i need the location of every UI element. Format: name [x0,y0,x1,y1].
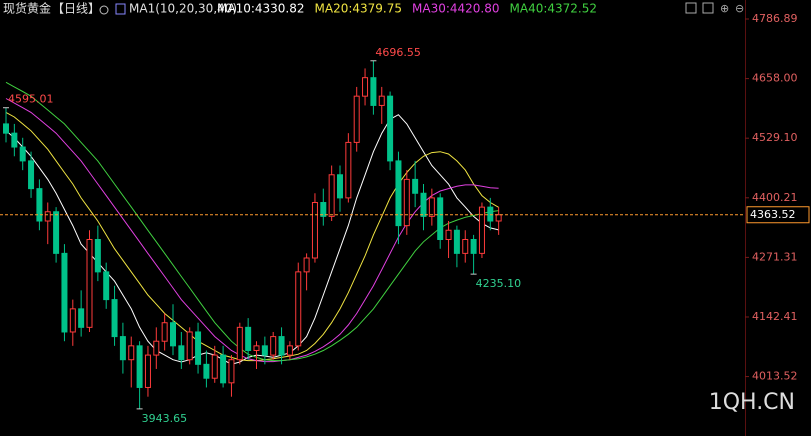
candle-body [228,359,235,384]
candle-body [345,141,352,199]
candle-body [295,271,302,347]
candle-body [462,238,469,254]
legend-entry: MA20:4379.75 [315,2,403,16]
candle-body [445,229,452,240]
instrument: 现货黄金 [3,1,51,16]
candle-body [178,345,185,361]
candle-body [478,206,485,254]
candle-body [328,174,335,217]
candle-body [69,308,76,333]
candle-body [111,299,118,338]
legend-entry: MA30:4420.80 [412,2,500,16]
candle-body [320,202,327,217]
period: 【日线】 [52,2,100,16]
watermark: 1QH.CN [709,390,795,415]
y-tick-label: 4142.41 [752,310,798,323]
annotation: 4696.55 [375,46,421,59]
candle-body [128,345,135,361]
icon[interactable]: ⊖ [735,2,744,15]
candle-body [387,95,394,162]
candle-body [353,95,360,143]
ma-line [5,111,499,362]
candle-body [86,238,93,328]
annotation: 4595.01 [8,93,54,106]
candle-body [495,214,502,222]
y-tick-label: 4271.31 [752,250,798,263]
candle-body [303,257,310,273]
candle-body [261,345,268,356]
candle-body [103,271,110,301]
candle-body [144,354,151,388]
candle-body [286,345,293,356]
candle-body [211,354,218,379]
candle-body [119,336,126,361]
candle-body [78,308,85,328]
candle-body [395,160,402,227]
price-label: 4363.52 [750,208,796,221]
candle-body [362,77,369,97]
candle-body [378,95,385,106]
candle-body [153,340,160,356]
candle-body [420,192,427,217]
indicator-icon[interactable] [115,3,126,15]
candle-body [203,363,210,379]
candle-body [220,354,227,384]
candle-body [136,345,143,388]
candle-body [311,202,318,259]
candle-body [487,206,494,222]
candle-body [61,252,68,333]
y-tick-label: 4786.89 [752,12,798,25]
ma-line [5,81,499,362]
candle-body [3,123,9,134]
icon[interactable] [702,2,714,14]
candle-body [337,174,343,199]
header: 现货黄金 【日线】 MA1(10,20,30,40) [3,1,237,16]
candle-body [53,211,60,254]
candle-body [170,322,176,347]
candle-body [195,331,202,365]
candle-body [161,322,168,342]
y-tick-label: 4013.52 [752,370,798,383]
candle-body [428,197,435,217]
candle-body [186,331,193,361]
candle-body [253,345,260,351]
y-tick-label: 4658.00 [752,72,798,85]
ma-line [5,98,499,363]
y-tick-label: 4400.21 [752,191,798,204]
candle-body [94,238,101,273]
candle-body [236,326,243,361]
legend-entry: MA10:4330.82 [217,2,305,16]
icon[interactable] [685,2,697,14]
candle-body [36,188,43,222]
candle-body [245,326,252,351]
candle-body [370,77,377,106]
legend-entry: MA40:4372.52 [510,2,598,16]
y-tick-label: 4529.10 [752,131,798,144]
candle-body [470,238,477,254]
window-controls: ⊕ ⊖ [685,2,744,15]
candle-body [44,211,51,222]
indicator: MA1(10,20,30,40) [129,2,237,16]
price-tag [746,206,810,224]
annotation: 4235.10 [476,277,521,290]
candle-body [437,197,444,240]
candle-body [19,146,26,162]
candle-body [270,336,277,356]
icon[interactable]: ⊕ [720,2,729,15]
settings-icon[interactable] [99,5,109,15]
candle-body [403,178,410,227]
candle-body [28,160,35,190]
candle-body [11,132,18,148]
candle-body [278,336,285,356]
candle-body [453,229,460,254]
annotation: 3943.65 [142,412,188,425]
candle-body [412,178,419,194]
